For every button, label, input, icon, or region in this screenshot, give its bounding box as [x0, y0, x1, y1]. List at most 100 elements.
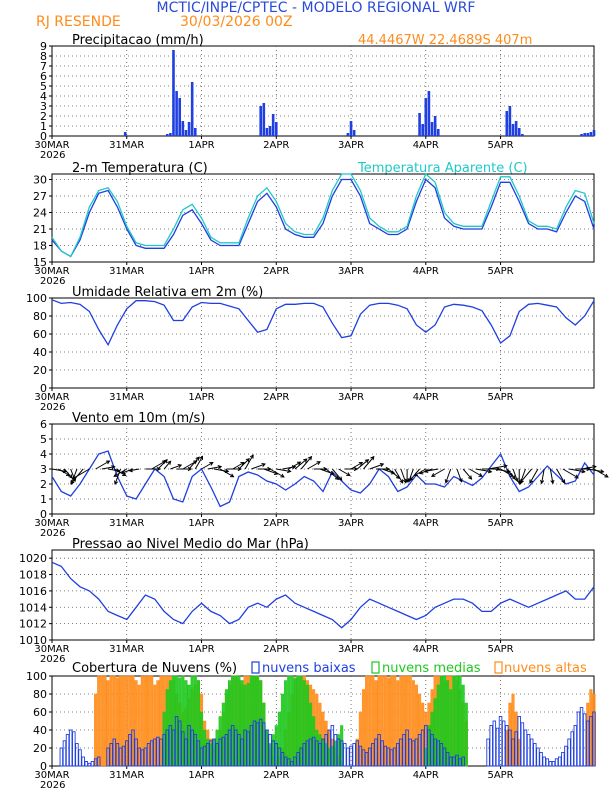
cloud-bar-baixas [121, 745, 126, 767]
precip-bar [583, 133, 586, 136]
cloud-bar-baixas [392, 747, 397, 767]
precip-title: Precipitacao (mm/h) [72, 33, 204, 48]
wind-arrow [170, 464, 182, 470]
cloud-bar-baixas [455, 754, 459, 767]
x-tick-label: 2APR [263, 770, 289, 781]
cloud-bar-baixas [536, 747, 540, 767]
cloud-bar-baixas [399, 738, 403, 767]
precip-bar [517, 128, 521, 136]
precip-bar [514, 121, 518, 136]
wind-arrow [424, 468, 439, 472]
wind-arrow-head [261, 463, 266, 468]
y-tick-label: 20 [33, 364, 47, 377]
precip-bar [259, 106, 263, 136]
y-tick-label: 21 [33, 223, 47, 236]
precip-bar [169, 133, 172, 136]
precip-bar [262, 103, 266, 136]
y-tick-label: 6 [40, 70, 47, 83]
cloud-bar-baixas [355, 740, 360, 767]
wind-arrow [300, 456, 312, 470]
cloud-bar-baixas [352, 743, 356, 767]
y-tick-label: 1016 [19, 585, 47, 598]
wind-arrow-head [303, 458, 308, 463]
x-tick-label: 5APR [487, 518, 513, 529]
wind-arrow-head [249, 454, 254, 459]
wind-arrow-head [338, 476, 343, 481]
y-tick-label: 1018 [19, 569, 47, 582]
precip-bar [181, 121, 185, 136]
precip-bar [427, 91, 431, 136]
cloud-bar-baixas [318, 743, 322, 767]
wind-arrow [213, 468, 229, 473]
cloud-bar-baixas [177, 720, 182, 767]
wind-arrow-head [358, 461, 364, 466]
y-tick-label: 0 [40, 508, 47, 521]
wind-arrow-head [561, 479, 566, 484]
x-tick-label: 5APR [487, 140, 513, 151]
legend-altas-swatch [494, 661, 503, 674]
x-tick-label: 2APR [263, 392, 289, 403]
cloud-bar-baixas [81, 756, 85, 767]
cloud-bar-baixas [311, 736, 316, 767]
precip-bar [424, 98, 428, 136]
wind-arrow-head [468, 475, 473, 480]
cloud-bar-baixas [486, 738, 490, 767]
wind-arrow-head [316, 461, 321, 465]
wind-arrow [512, 468, 518, 482]
x-tick-label: 31MAR [109, 140, 144, 151]
y-tick-label: 40 [33, 346, 47, 359]
series-line-0 [51, 561, 595, 629]
precip-bar [436, 129, 440, 136]
wind-arrow [307, 461, 321, 470]
y-tick-label: 5 [40, 80, 47, 93]
cloud-bar-baixas [402, 734, 406, 767]
wind-arrow-head [237, 466, 242, 472]
cloud-bar-baixas [234, 729, 238, 767]
cloud-bar-medias [290, 675, 294, 767]
wind-arrow [288, 461, 301, 470]
cloud-bar-baixas [586, 720, 590, 767]
cloud-bar-baixas [458, 758, 462, 767]
y-tick-label: 60 [33, 706, 47, 719]
cloud-bar-baixas [75, 743, 79, 767]
wind-arrow-head [503, 464, 508, 469]
wind-arrow [556, 468, 566, 484]
cloud-bar-baixas [557, 756, 562, 767]
precip-bar [265, 128, 269, 136]
cloud-bar-baixas [215, 743, 219, 767]
x-tick-label: 2APR [263, 266, 289, 277]
cloud-bar-baixas [146, 743, 151, 767]
x-tick-label: 4APR [413, 392, 439, 403]
wind-arrow-head [128, 468, 133, 473]
cloud-bar-baixas [336, 738, 341, 767]
wind-arrow [269, 468, 285, 478]
cloud-bar-baixas [520, 722, 525, 767]
wind-arrow [475, 468, 492, 473]
y-tick-label: 6 [40, 418, 47, 431]
cloud-bar-baixas [492, 720, 497, 767]
precip-bar [178, 98, 182, 136]
wind-arrow-head [114, 480, 119, 485]
cloud-bar-baixas [93, 758, 98, 767]
cloud-bar-baixas [271, 740, 275, 767]
cloud-bar-baixas [570, 731, 574, 767]
wind-arrow [388, 468, 400, 479]
wind-arrow [469, 468, 483, 477]
precip-bar [592, 130, 596, 136]
cloud-bar-baixas [159, 738, 163, 767]
wind-arrow [431, 468, 445, 477]
plot-frame [51, 45, 595, 137]
series-line-0 [51, 178, 595, 258]
precip-bar [511, 124, 515, 136]
cloud-bar-baixas [149, 740, 154, 767]
wind-arrow [400, 468, 407, 483]
y-tick-label: 40 [33, 724, 47, 737]
cloud-bar-baixas [511, 738, 515, 767]
cloud-bar-baixas [489, 725, 493, 767]
cloud-bar-baixas [205, 743, 210, 767]
cloud-bar-baixas [230, 725, 235, 767]
pressure-title: Pressao ao Nivel Medio do Mar (hPa) [72, 537, 309, 552]
cloud-bar-baixas [564, 745, 568, 767]
x-tick-year: 2026 [40, 276, 65, 287]
wind-arrow [57, 468, 70, 476]
